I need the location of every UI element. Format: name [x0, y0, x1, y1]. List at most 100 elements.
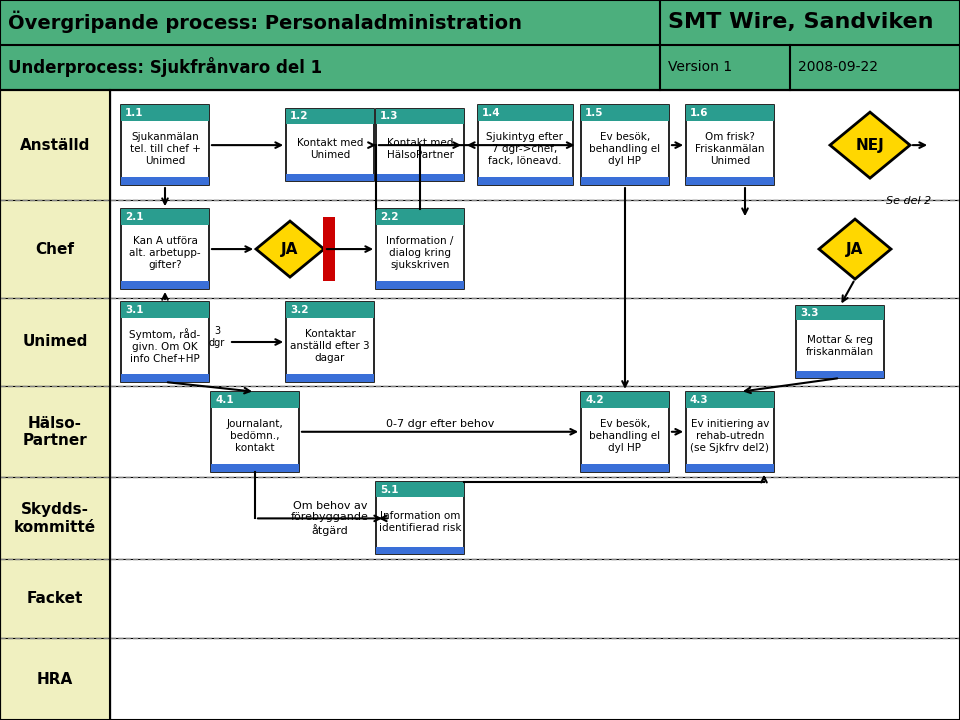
Bar — [376, 209, 464, 289]
Text: 0-7 dgr efter behov: 0-7 dgr efter behov — [386, 419, 494, 429]
Bar — [0, 386, 110, 477]
Text: 4.3: 4.3 — [690, 395, 708, 405]
Text: Om frisk?
Friskanmälan
Unimed: Om frisk? Friskanmälan Unimed — [695, 132, 765, 166]
Text: 1.1: 1.1 — [125, 108, 143, 118]
Text: NEJ: NEJ — [855, 138, 884, 153]
Bar — [581, 392, 669, 472]
Text: 5.1: 5.1 — [380, 485, 398, 495]
Bar — [376, 482, 464, 497]
Text: SMT Wire, Sandviken: SMT Wire, Sandviken — [668, 12, 933, 32]
Text: Underprocess: Sjukfrånvaro del 1: Underprocess: Sjukfrånvaro del 1 — [8, 57, 323, 77]
Bar — [286, 174, 374, 181]
Text: Se del 2: Se del 2 — [886, 197, 931, 206]
Text: 4.1: 4.1 — [215, 395, 233, 405]
Polygon shape — [819, 219, 891, 279]
Text: Information om
identifierad risk: Information om identifierad risk — [379, 511, 461, 533]
Bar — [110, 477, 960, 559]
Bar — [376, 209, 464, 225]
Bar — [121, 105, 209, 121]
Bar — [686, 105, 774, 121]
Text: Information /
dialog kring
sjukskriven: Information / dialog kring sjukskriven — [386, 236, 454, 270]
Text: Sjukanmälan
tel. till chef +
Unimed: Sjukanmälan tel. till chef + Unimed — [130, 132, 201, 166]
Text: 1.5: 1.5 — [585, 108, 604, 118]
Bar — [686, 392, 774, 472]
Text: 1.6: 1.6 — [690, 108, 708, 118]
Bar — [376, 109, 464, 124]
Text: 2.2: 2.2 — [380, 212, 398, 222]
Bar — [286, 109, 374, 124]
Text: Version 1: Version 1 — [668, 60, 732, 74]
Bar — [686, 177, 774, 185]
Bar — [796, 371, 884, 378]
Bar — [286, 374, 374, 382]
Text: Symtom, råd-
givn. Om OK
info Chef+HP: Symtom, råd- givn. Om OK info Chef+HP — [130, 328, 201, 364]
Text: 1.3: 1.3 — [380, 112, 398, 122]
Text: Journalant,
bedömn.,
kontakt: Journalant, bedömn., kontakt — [227, 419, 283, 453]
Bar — [110, 638, 960, 720]
Bar — [121, 302, 209, 318]
Bar — [110, 386, 960, 477]
Text: 1.2: 1.2 — [290, 112, 308, 122]
Polygon shape — [256, 221, 324, 277]
Bar — [286, 302, 374, 382]
Polygon shape — [830, 112, 910, 178]
Bar — [796, 306, 884, 320]
Bar — [477, 105, 572, 185]
Text: 4.2: 4.2 — [585, 395, 604, 405]
Bar — [121, 302, 209, 382]
Bar — [121, 209, 209, 225]
Text: Mottar & reg
friskanmälan: Mottar & reg friskanmälan — [806, 335, 874, 356]
Text: JA: JA — [847, 242, 864, 256]
Bar — [211, 392, 299, 408]
Bar — [0, 200, 110, 298]
Bar — [581, 105, 669, 121]
Bar — [686, 105, 774, 185]
Bar — [376, 547, 464, 554]
Bar — [581, 105, 669, 185]
Bar — [121, 374, 209, 382]
Bar — [0, 638, 110, 720]
Bar — [110, 90, 960, 200]
Text: Anställd: Anställd — [20, 138, 90, 153]
Bar — [0, 0, 960, 90]
Bar — [0, 477, 110, 559]
Text: Kontaktar
anställd efter 3
dagar: Kontaktar anställd efter 3 dagar — [290, 329, 370, 363]
Bar — [110, 298, 960, 386]
Bar — [477, 105, 572, 121]
Text: Kontakt med
Unimed: Kontakt med Unimed — [297, 138, 363, 160]
Bar — [286, 302, 374, 318]
Bar — [323, 217, 335, 281]
Text: HRA: HRA — [36, 672, 73, 687]
Bar — [121, 281, 209, 289]
Bar — [121, 209, 209, 289]
Bar — [686, 464, 774, 472]
Text: Skydds-
kommitté: Skydds- kommitté — [14, 503, 96, 534]
Bar — [581, 464, 669, 472]
Text: Chef: Chef — [36, 242, 75, 256]
Bar — [211, 392, 299, 472]
Bar — [477, 177, 572, 185]
Bar — [376, 482, 464, 554]
Text: JA: JA — [281, 242, 299, 256]
Text: 3.2: 3.2 — [290, 305, 308, 315]
Text: Kan A utföra
alt. arbetupp-
gifter?: Kan A utföra alt. arbetupp- gifter? — [130, 236, 201, 270]
Bar — [0, 298, 110, 386]
Bar — [796, 306, 884, 378]
Bar — [0, 90, 960, 720]
Bar — [581, 177, 669, 185]
Text: 3.3: 3.3 — [800, 308, 819, 318]
Bar — [121, 177, 209, 185]
Text: Om behov av
förebyggande
åtgärd: Om behov av förebyggande åtgärd — [291, 500, 369, 536]
Text: Facket: Facket — [27, 591, 84, 606]
Bar — [376, 281, 464, 289]
Bar — [110, 559, 960, 638]
Text: 2008-09-22: 2008-09-22 — [798, 60, 878, 74]
Text: Unimed: Unimed — [22, 335, 87, 349]
Text: 3
dgr: 3 dgr — [209, 326, 226, 348]
Text: Kontakt med
HälsoPartner: Kontakt med HälsoPartner — [387, 138, 453, 160]
Bar — [286, 109, 374, 181]
Text: Ev besök,
behandling el
dyl HP: Ev besök, behandling el dyl HP — [589, 419, 660, 453]
Text: Ev besök,
behandling el
dyl HP: Ev besök, behandling el dyl HP — [589, 132, 660, 166]
Text: 1.4: 1.4 — [482, 108, 500, 118]
Text: Övergripande process: Personaladministration: Övergripande process: Personaladministra… — [8, 11, 522, 33]
